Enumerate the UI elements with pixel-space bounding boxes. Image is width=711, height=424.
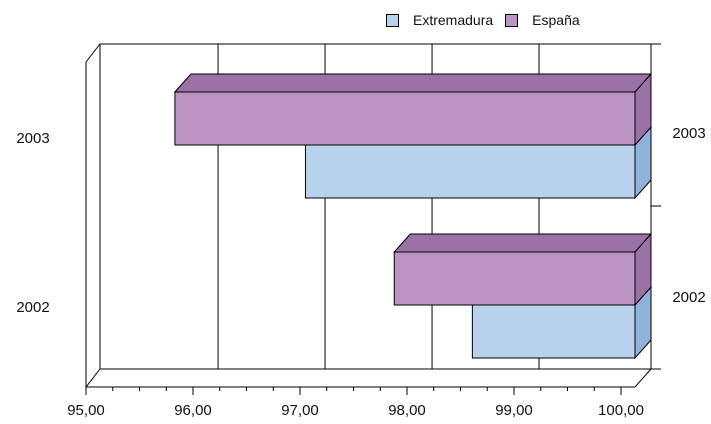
legend-swatch-espana [505, 13, 519, 27]
legend-item-espana: España [505, 12, 580, 28]
depth-left-bottom [85, 368, 101, 388]
bar-top-españa-2002 [393, 233, 653, 253]
x-tick-label: 100,00 [598, 402, 644, 419]
bar-side-españa-2002 [634, 232, 652, 307]
x-tick-label: 96,00 [174, 402, 212, 419]
bar-extremadura-2003 [304, 144, 636, 199]
x-tick-label: 98,00 [388, 402, 426, 419]
legend-item-extremadura: Extremadura [386, 12, 493, 28]
chart-legend: Extremadura España [386, 12, 592, 28]
legend-swatch-extremadura [386, 13, 399, 27]
bar-españa-2002 [393, 251, 636, 306]
depth-right-bottom [634, 368, 652, 388]
bar-españa-2003 [174, 91, 636, 146]
y-category-label-left: 2003 [16, 130, 49, 147]
y-category-label-right: 2002 [672, 289, 705, 306]
legend-label-espana: España [532, 12, 580, 28]
bar-side-españa-2003 [634, 72, 652, 147]
y-category-label-left: 2002 [16, 299, 49, 316]
y-category-label-right: 2003 [672, 125, 705, 142]
depth-left-top [85, 43, 101, 63]
bar-top-españa-2003 [173, 73, 653, 93]
bar-extremadura-2002 [471, 304, 636, 359]
x-tick-label: 97,00 [281, 402, 319, 419]
x-tick-label: 99,00 [495, 402, 533, 419]
legend-label-extremadura: Extremadura [413, 12, 494, 28]
x-tick-label: 95,00 [67, 402, 105, 419]
